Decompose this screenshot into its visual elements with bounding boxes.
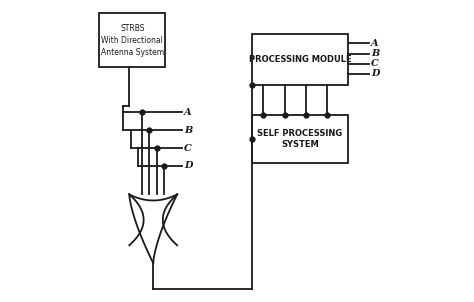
Text: D: D	[371, 69, 380, 79]
Text: STRBS
With Directional
Antenna System: STRBS With Directional Antenna System	[100, 24, 164, 56]
Text: B: B	[184, 126, 192, 135]
Bar	[252, 115, 348, 163]
Text: SELF PROCESSING
SYSTEM: SELF PROCESSING SYSTEM	[257, 129, 342, 149]
Text: C: C	[184, 143, 192, 153]
Text: B: B	[371, 49, 379, 58]
Bar	[100, 13, 165, 67]
Text: D: D	[184, 162, 192, 170]
Bar	[252, 34, 348, 85]
Text: A: A	[184, 108, 191, 117]
Text: A: A	[371, 39, 379, 48]
Text: PROCESSING MODULE: PROCESSING MODULE	[248, 55, 351, 64]
Text: C: C	[371, 59, 379, 68]
